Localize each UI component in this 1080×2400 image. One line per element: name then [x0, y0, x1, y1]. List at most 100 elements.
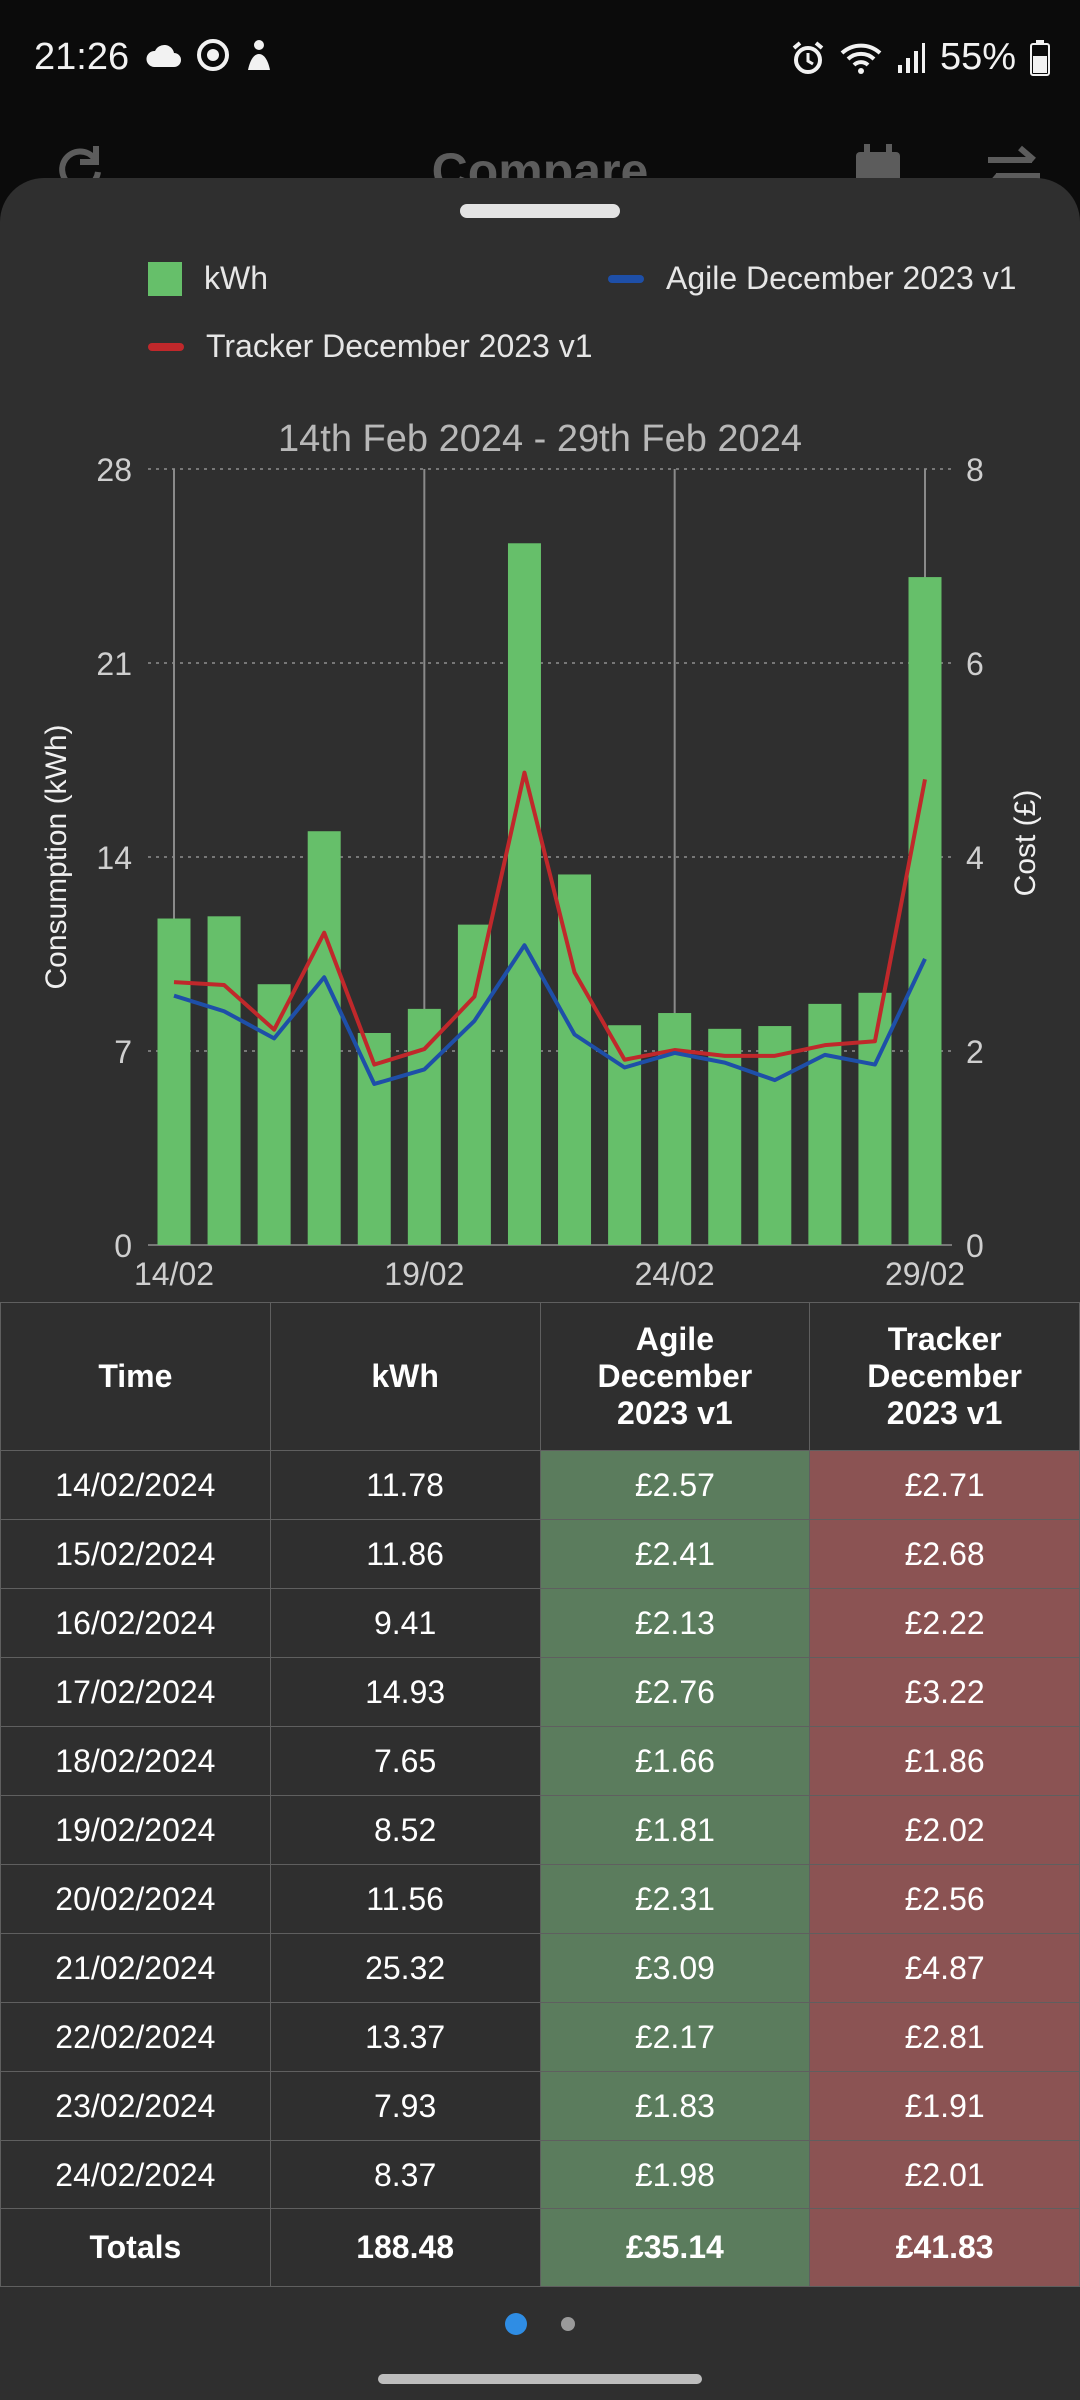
kwh-bar[interactable]: [808, 1003, 842, 1245]
kwh-bar[interactable]: [457, 924, 491, 1245]
col-header-kwh[interactable]: kWh: [269, 1302, 541, 1451]
x-tick-label: 29/02: [885, 1256, 965, 1288]
cell-kwh: 11.56: [269, 1864, 541, 1934]
table-row: 21/02/2024 25.32 £3.09 £4.87: [0, 1933, 1080, 2003]
totals-tracker: £41.83: [809, 2208, 1080, 2287]
table-row: 23/02/2024 7.93 £1.83 £1.91: [0, 2071, 1080, 2141]
cell-agile: £2.76: [539, 1657, 811, 1727]
cell-time: 19/02/2024: [0, 1795, 271, 1865]
y-tick-label: 28: [96, 452, 132, 488]
battery-icon: [1030, 39, 1050, 76]
cell-time: 14/02/2024: [0, 1450, 271, 1520]
kwh-bar[interactable]: [207, 916, 241, 1245]
cell-agile: £2.57: [539, 1450, 811, 1520]
table-row: 18/02/2024 7.65 £1.66 £1.86: [0, 1726, 1080, 1796]
cell-tracker: £4.87: [809, 1933, 1080, 2003]
kwh-bar[interactable]: [157, 918, 191, 1245]
gesture-nav-bar[interactable]: [378, 2374, 702, 2384]
cell-tracker: £2.71: [809, 1450, 1080, 1520]
table-row: 16/02/2024 9.41 £2.13 £2.22: [0, 1588, 1080, 1658]
compare-sheet: kWh Agile December 2023 v1 Tracker Decem…: [0, 178, 1080, 2400]
alarm-icon: [792, 40, 824, 74]
kwh-bar[interactable]: [507, 543, 541, 1245]
cell-agile: £2.31: [539, 1864, 811, 1934]
cell-tracker: £1.91: [809, 2071, 1080, 2141]
kwh-bar[interactable]: [407, 1008, 441, 1245]
sheet-drag-handle[interactable]: [460, 204, 620, 218]
col-header-tracker[interactable]: Tracker December 2023 v1: [809, 1302, 1080, 1451]
col-header-agile[interactable]: Agile December 2023 v1: [539, 1302, 811, 1451]
col-header-time[interactable]: Time: [0, 1302, 271, 1451]
kwh-bar[interactable]: [758, 1026, 792, 1245]
y2-tick-label: 0: [966, 1228, 984, 1264]
totals-kwh: 188.48: [269, 2208, 541, 2287]
cell-kwh: 11.86: [269, 1519, 541, 1589]
kwh-bar[interactable]: [357, 1032, 391, 1245]
y-tick-label: 14: [96, 840, 132, 876]
kwh-bar[interactable]: [658, 1013, 692, 1245]
cloud-icon: [146, 44, 181, 67]
cost-table: Time kWh Agile December 2023 v1 Tracker …: [0, 1302, 1080, 2210]
table-row: 14/02/2024 11.78 £2.57 £2.71: [0, 1450, 1080, 1520]
y2-tick-label: 6: [966, 646, 984, 682]
agile-line[interactable]: [173, 943, 927, 1086]
person-icon: [248, 40, 270, 70]
cell-kwh: 9.41: [269, 1588, 541, 1658]
page-indicator: [0, 2290, 1080, 2360]
cell-time: 15/02/2024: [0, 1519, 271, 1589]
totals-agile: £35.14: [539, 2208, 811, 2287]
table-row: 17/02/2024 14.93 £2.76 £3.22: [0, 1657, 1080, 1727]
cell-time: 22/02/2024: [0, 2002, 271, 2072]
cell-kwh: 25.32: [269, 1933, 541, 2003]
y2-tick-label: 4: [966, 840, 984, 876]
cell-time: 20/02/2024: [0, 1864, 271, 1934]
totals-label: Totals: [0, 2208, 271, 2287]
cell-kwh: 8.37: [269, 2140, 541, 2210]
cell-tracker: £2.22: [809, 1588, 1080, 1658]
legend-kwh-swatch: [148, 261, 182, 296]
cell-kwh: 7.93: [269, 2071, 541, 2141]
cell-time: 24/02/2024: [0, 2140, 271, 2210]
cell-kwh: 8.52: [269, 1795, 541, 1865]
tracker-line[interactable]: [173, 770, 927, 1067]
cell-agile: £3.09: [539, 1933, 811, 2003]
legend-agile-swatch: [608, 274, 644, 283]
x-tick-label: 14/02: [134, 1256, 214, 1288]
kwh-bar[interactable]: [908, 577, 942, 1245]
legend-tracker: Tracker December 2023 v1: [148, 328, 593, 365]
cell-tracker: £3.22: [809, 1657, 1080, 1727]
table-row: 20/02/2024 11.56 £2.31 £2.56: [0, 1864, 1080, 1934]
kwh-bar[interactable]: [307, 831, 341, 1245]
cell-time: 23/02/2024: [0, 2071, 271, 2141]
wifi-icon: [840, 43, 882, 74]
y-tick-label: 0: [114, 1228, 132, 1264]
cell-agile: £1.98: [539, 2140, 811, 2210]
cell-agile: £2.41: [539, 1519, 811, 1589]
totals-row: Totals 188.48 £35.14 £41.83: [0, 2208, 1080, 2287]
swap-icon[interactable]: [984, 142, 1044, 194]
battery-percent: 55%: [939, 36, 1016, 78]
page-dot-1[interactable]: [505, 2313, 527, 2335]
kwh-bar[interactable]: [858, 992, 892, 1245]
y-axis-label: Consumption (kWh): [40, 724, 73, 989]
cell-agile: £1.83: [539, 2071, 811, 2141]
page-dot-2[interactable]: [561, 2317, 575, 2331]
legend-kwh-label: kWh: [204, 260, 268, 296]
cell-time: 18/02/2024: [0, 1726, 271, 1796]
cell-agile: £1.81: [539, 1795, 811, 1865]
status-bar: 21:26 55%: [0, 0, 1080, 120]
signal-icon: [897, 42, 925, 73]
chart-title: 14th Feb 2024 - 29th Feb 2024: [278, 418, 802, 460]
cell-agile: £2.13: [539, 1588, 811, 1658]
legend-tracker-label: Tracker December 2023 v1: [206, 328, 593, 364]
cell-kwh: 7.65: [269, 1726, 541, 1796]
cell-tracker: £2.68: [809, 1519, 1080, 1589]
cell-agile: £2.17: [539, 2002, 811, 2072]
legend-agile: Agile December 2023 v1: [608, 260, 1016, 297]
cell-tracker: £2.01: [809, 2140, 1080, 2210]
consumption-cost-chart: 0 0 7 2 14 4 21 6 28 8 14/02 19/02 24/02 29/02 14th Fe…: [40, 418, 1042, 1288]
cell-time: 21/02/2024: [0, 1933, 271, 2003]
table-row: 24/02/2024 8.37 £1.98 £2.01: [0, 2140, 1080, 2210]
table-row: 15/02/2024 11.86 £2.41 £2.68: [0, 1519, 1080, 1589]
status-time: 21:26: [34, 36, 130, 78]
